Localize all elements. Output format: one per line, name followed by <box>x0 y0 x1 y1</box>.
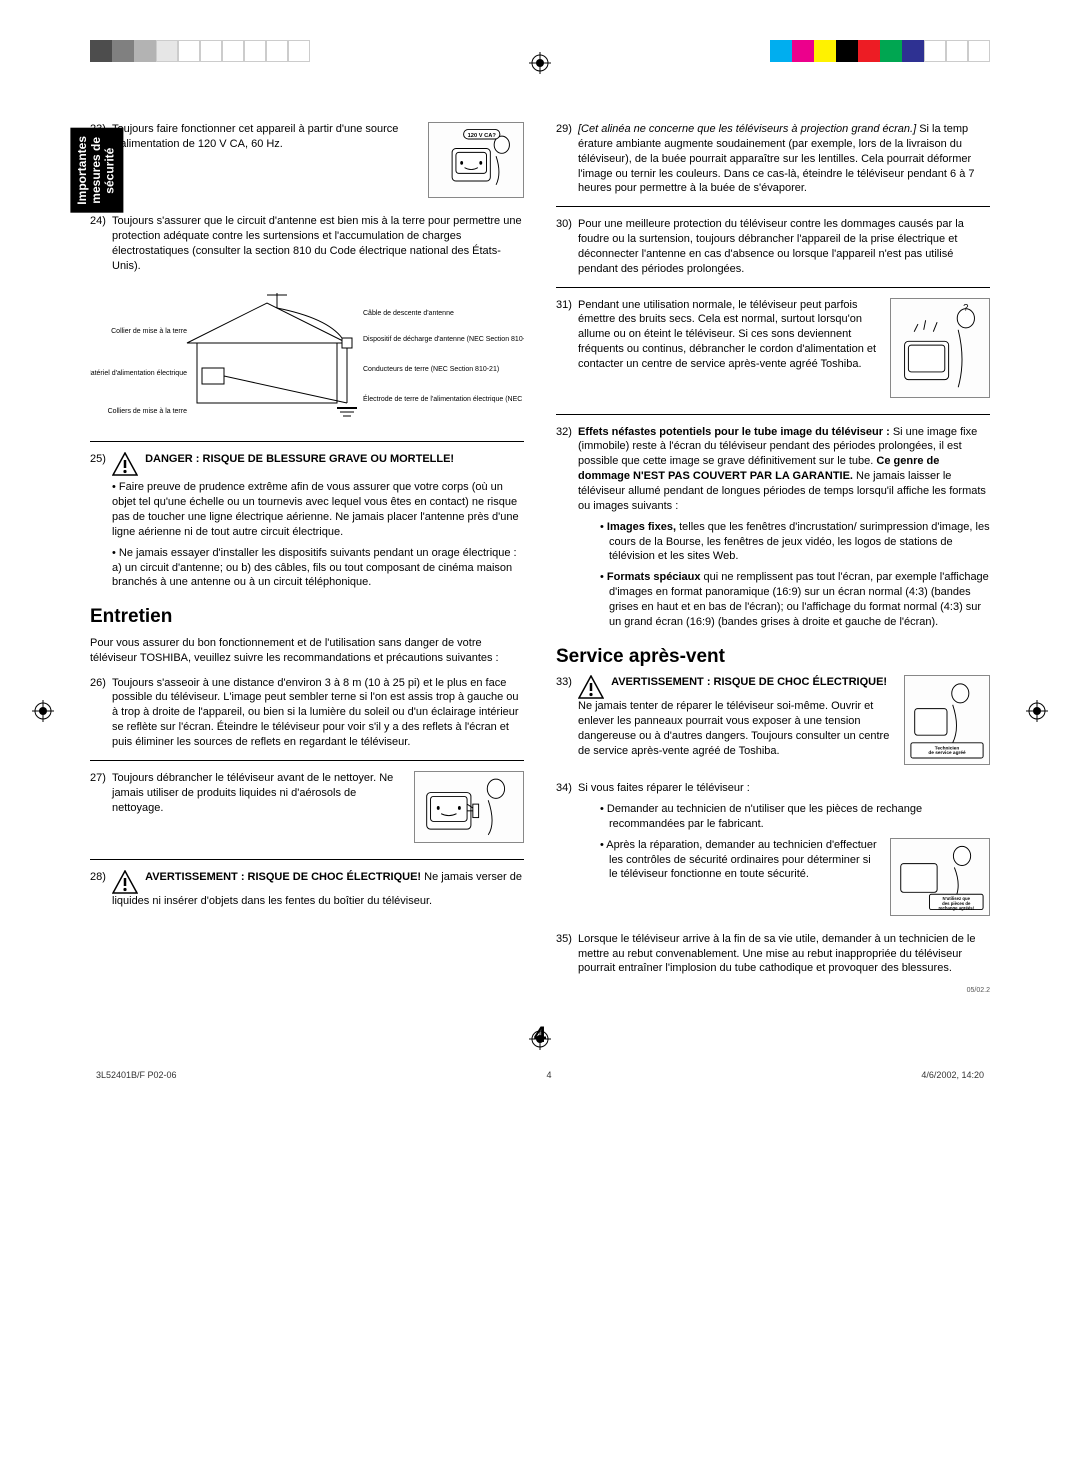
figure-cleaning <box>414 771 524 843</box>
safety-item-29: 29) [Cet alinéa ne concerne que les télé… <box>556 122 990 196</box>
warning-title: DANGER : RISQUE DE BLESSURE GRAVE OU MOR… <box>145 453 454 465</box>
item-text: Pour une meilleure protection du télévis… <box>556 217 990 276</box>
warning-text: • Faire preuve de prudence extrême afin … <box>112 480 524 539</box>
figure-technician: Technicien de service agréé <box>904 675 990 765</box>
figure-120vca: 120 V CA? <box>428 122 524 198</box>
item-number: 33) <box>556 675 572 690</box>
item-number: 25) <box>90 452 106 467</box>
item-number: 34) <box>556 781 572 796</box>
svg-text:Colliers de mise à la terre: Colliers de mise à la terre <box>108 408 187 415</box>
svg-text:120 V CA?: 120 V CA? <box>468 133 497 139</box>
separator <box>556 206 990 207</box>
svg-text:?: ? <box>963 302 968 313</box>
warning-icon <box>112 870 138 894</box>
footer-left: 3L52401B/F P02-06 <box>96 1069 177 1081</box>
item-number: 26) <box>90 676 106 691</box>
svg-text:Matériel d'alimentation électr: Matériel d'alimentation électrique <box>90 370 187 377</box>
safety-item-27: 27) Toujours débrancher le téléviseur av… <box>90 771 524 849</box>
warning-text: Ne jamais tenter de réparer le téléviseu… <box>578 700 889 757</box>
safety-item-28: 28) AVERTISSEMENT : RISQUE DE CHOC ÉLECT… <box>90 870 524 909</box>
figure-noise: ? <box>890 298 990 398</box>
item-number: 23) <box>90 122 106 137</box>
safety-item-32: 32) Effets néfastes potentiels pour le t… <box>556 425 990 630</box>
separator <box>556 414 990 415</box>
item-number: 29) <box>556 122 572 137</box>
print-footer: 3L52401B/F P02-06 4 4/6/2002, 14:20 <box>90 1069 990 1081</box>
svg-text:Collier de mise à la terre: Collier de mise à la terre <box>111 328 187 335</box>
safety-item-25: 25) DANGER : RISQUE DE BLESSURE GRAVE OU… <box>90 452 524 590</box>
warning-icon <box>578 675 604 699</box>
registration-mark-top <box>529 52 551 74</box>
item-number: 32) <box>556 425 572 440</box>
item-number: 30) <box>556 217 572 232</box>
safety-item-33: Technicien de service agréé 33) AVERTISS… <box>556 675 990 771</box>
right-column: 29) [Cet alinéa ne concerne que les télé… <box>556 122 990 996</box>
item-number: 28) <box>90 870 106 885</box>
item-title: Effets néfastes potentiels pour le tube … <box>578 426 890 438</box>
registration-mark-right <box>1026 700 1048 722</box>
svg-text:Câble de descente d'antenne: Câble de descente d'antenne <box>363 310 454 317</box>
bullet: • Images fixes, telles que les fenêtres … <box>600 520 990 565</box>
item-text: Lorsque le téléviseur arrive à la fin de… <box>556 932 990 977</box>
item-number: 31) <box>556 298 572 313</box>
separator <box>90 859 524 860</box>
svg-text:Dispositif de décharge d'anten: Dispositif de décharge d'antenne (NEC Se… <box>363 336 524 343</box>
svg-text:rechange agréés!: rechange agréés! <box>938 905 974 910</box>
warning-title: AVERTISSEMENT : RISQUE DE CHOC ÉLECTRIQU… <box>145 871 421 883</box>
footer-right: 4/6/2002, 14:20 <box>921 1069 984 1081</box>
page-content: 120 V CA? 23) Toujours faire fonctionner… <box>90 122 990 996</box>
figure-parts: N'utilisez que des pièces de rechange ag… <box>890 838 990 916</box>
item-lead-italic: [Cet alinéa ne concerne que les télévise… <box>578 123 916 135</box>
item-number: 24) <box>90 214 106 229</box>
warning-title: AVERTISSEMENT : RISQUE DE CHOC ÉLECTRIQU… <box>611 676 887 688</box>
bullet: • Demander au technicien de n'utiliser q… <box>600 802 990 832</box>
safety-item-35: 35) Lorsque le téléviseur arrive à la fi… <box>556 932 990 977</box>
item-text: Toujours s'asseoir à une distance d'envi… <box>90 676 524 750</box>
bullet: • Formats spéciaux qui ne remplissent pa… <box>600 570 990 629</box>
item-number: 35) <box>556 932 572 947</box>
printer-color-bars <box>770 40 990 62</box>
revision-code: 05/02.2 <box>556 986 990 995</box>
registration-mark-left <box>32 700 54 722</box>
entretien-intro: Pour vous assurer du bon fonctionnement … <box>90 636 524 666</box>
safety-item-24: 24) Toujours s'assurer que le circuit d'… <box>90 214 524 273</box>
separator <box>556 287 990 288</box>
antenna-grounding-diagram: Câble de descente d'antenne Collier de m… <box>90 283 524 433</box>
svg-text:Conducteurs de terre (NEC Sect: Conducteurs de terre (NEC Section 810-21… <box>363 366 499 373</box>
safety-item-26: 26) Toujours s'asseoir à une distance d'… <box>90 676 524 750</box>
item-text: Si vous faites réparer le téléviseur : <box>578 782 750 794</box>
svg-text:Électrode de terre de l'alimen: Électrode de terre de l'alimentation éle… <box>363 394 524 403</box>
safety-item-31: ? 31) Pendant une utilisation normale, l… <box>556 298 990 404</box>
registration-mark-bottom <box>529 1028 551 1050</box>
warning-icon <box>112 452 138 476</box>
item-number: 27) <box>90 771 106 786</box>
footer-mid: 4 <box>546 1069 551 1081</box>
separator <box>90 441 524 442</box>
safety-item-30: 30) Pour une meilleure protection du tél… <box>556 217 990 276</box>
safety-item-23: 120 V CA? 23) Toujours faire fonctionner… <box>90 122 524 204</box>
safety-item-34: 34) Si vous faites réparer le téléviseur… <box>556 781 990 922</box>
svg-text:de service agréé: de service agréé <box>928 750 966 756</box>
left-column: 120 V CA? 23) Toujours faire fonctionner… <box>90 122 524 996</box>
heading-service: Service après-vent <box>556 644 990 670</box>
item-text: Toujours s'assurer que le circuit d'ante… <box>90 214 524 273</box>
separator <box>90 760 524 761</box>
warning-text: • Ne jamais essayer d'installer les disp… <box>112 546 524 591</box>
heading-entretien: Entretien <box>90 604 524 630</box>
